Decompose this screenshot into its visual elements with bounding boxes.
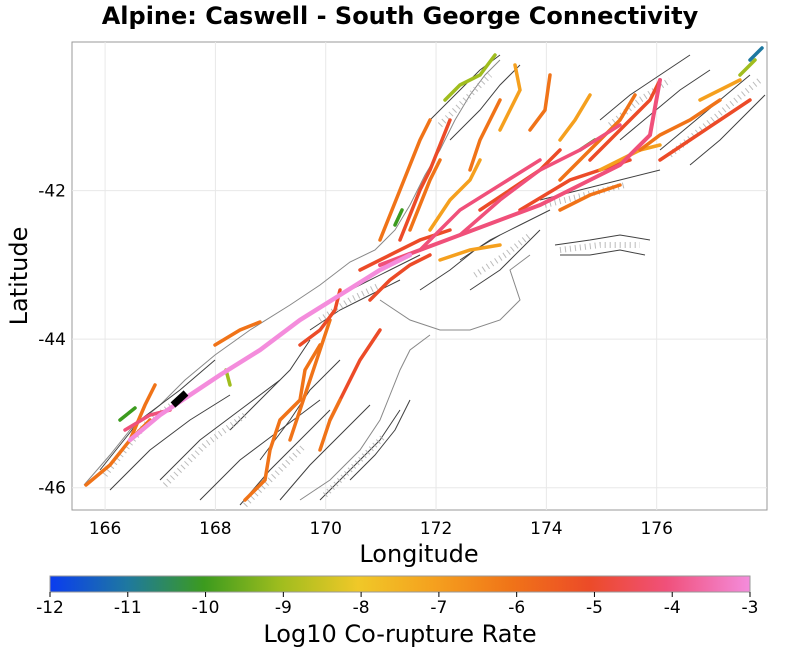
colorbar-tick-label: -6 [508,598,525,618]
x-axis: 166 168 170 172 174 176 [89,519,673,539]
colorbar-tick-label: -5 [586,598,603,618]
x-tick-label: 170 [310,519,342,539]
colorbar [49,575,751,593]
chart-title: Alpine: Caswell - South George Connectiv… [101,2,699,30]
colorbar-tick-label: -7 [430,598,447,618]
colorbar-tick-label: -3 [742,598,759,618]
colorbar-tick-label: -9 [275,598,292,618]
colorbar-tick-label: -12 [36,598,64,618]
grid [72,42,767,510]
x-tick-label: 166 [89,519,121,539]
colorbar-tick-label: -8 [353,598,370,618]
plot-area [71,41,768,511]
x-axis-title: Longitude [359,540,478,568]
colorbar-tick-label: -11 [114,598,142,618]
colorbar-tick-label: -4 [664,598,681,618]
y-axis-title: Latitude [5,227,33,326]
colorbar-tick-label: -10 [192,598,220,618]
colorbar-title: Log10 Co-rupture Rate [263,620,537,648]
x-tick-label: 172 [420,519,452,539]
x-tick-label: 174 [530,519,562,539]
x-tick-label: 176 [640,519,672,539]
x-tick-label: 168 [199,519,231,539]
y-tick-label: -44 [38,330,66,350]
colorbar-ticks: -12 -11 -10 -9 -8 -7 -6 -5 -4 -3 [36,592,758,618]
alpine-main-trace [127,78,662,443]
y-axis: -42 -44 -46 [38,182,66,499]
fault-map [83,46,766,508]
selected-fault-section [170,390,189,408]
dip-hatching [102,72,762,508]
y-tick-label: -42 [38,182,66,202]
y-tick-label: -46 [38,479,66,499]
